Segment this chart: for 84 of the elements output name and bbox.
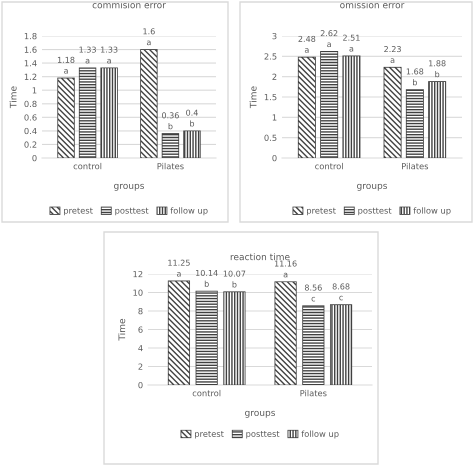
data-label: 10.14 b: [196, 270, 218, 287]
data-label: 1.33 a: [79, 46, 96, 64]
y-tick-label: 0.2: [24, 141, 36, 148]
data-label: 8.68 c: [332, 283, 350, 300]
chart-title: omission error: [340, 1, 404, 8]
legend-label: posttest: [246, 430, 280, 439]
data-label: 2.51 a: [343, 34, 360, 52]
y-tick-label: 2: [138, 363, 142, 370]
x-axis-title: groups: [245, 410, 276, 418]
bar: [57, 78, 75, 158]
bar: [302, 305, 324, 385]
bar: [168, 280, 190, 385]
data-label: 1.88 b: [429, 60, 446, 78]
data-label: 11.25 a: [168, 260, 190, 277]
legend-label: follow up: [301, 430, 339, 439]
y-tick-label: 1.8: [24, 32, 37, 40]
data-label: 2.62 a: [320, 30, 338, 48]
legend-label: pretest: [307, 208, 336, 216]
bar: [100, 67, 118, 158]
y-tick-label: 1: [32, 87, 36, 94]
bar: [78, 67, 96, 158]
x-axis-title: groups: [357, 184, 388, 191]
y-tick-label: 8: [138, 308, 143, 314]
y-tick-label: 2: [272, 74, 276, 80]
data-label: 1.68 b: [406, 68, 424, 86]
data-label: 11.16 a: [274, 260, 297, 278]
y-tick-label: 0: [32, 154, 37, 162]
y-tick-label: 10: [133, 289, 143, 296]
y-axis-title: Time: [118, 318, 126, 341]
bar: [162, 133, 180, 158]
chart-title: reaction time: [230, 253, 290, 260]
x-tick-label: Pilates: [300, 390, 327, 396]
y-tick-label: 1.5: [264, 94, 276, 100]
bar: [298, 56, 316, 158]
data-label: 1.33 a: [101, 46, 118, 64]
data-label: 0.4 b: [186, 110, 198, 127]
bar: [223, 291, 246, 385]
bar: [274, 281, 297, 385]
bar: [342, 56, 360, 158]
data-label: 8.56 c: [304, 284, 322, 302]
legend-label: follow up: [413, 207, 451, 216]
bar: [406, 89, 424, 158]
y-axis-title: Time: [250, 86, 257, 108]
legend-label: posttest: [358, 208, 392, 216]
x-tick-label: control: [315, 162, 343, 170]
y-tick-label: 4: [138, 345, 143, 352]
x-tick-label: Pilates: [158, 162, 184, 170]
y-tick-label: 0.8: [24, 100, 37, 108]
legend-label: pretest: [64, 208, 93, 216]
bar: [140, 49, 158, 158]
y-tick-label: 0.6: [24, 114, 37, 121]
legend-label: pretest: [195, 430, 224, 439]
y-tick-label: 12: [133, 270, 142, 278]
data-label: 0.36 b: [162, 112, 179, 130]
bar: [196, 290, 218, 385]
x-axis-title: groups: [114, 184, 144, 191]
data-label: 10.07 b: [224, 270, 246, 288]
y-tick-label: 0: [138, 382, 143, 388]
bar: [428, 81, 446, 158]
x-tick-label: control: [192, 390, 220, 396]
x-tick-label: control: [74, 162, 102, 170]
data-label: 1.18 a: [58, 56, 74, 74]
y-tick-label: 6: [138, 326, 143, 333]
data-label: 2.48 a: [298, 36, 316, 53]
y-tick-label: 1.4: [24, 60, 37, 66]
y-tick-label: 3: [272, 32, 276, 40]
data-label: 2.23 a: [384, 46, 401, 63]
bar: [183, 130, 201, 158]
y-tick-label: 0.4: [24, 128, 37, 134]
y-tick-label: 1.6: [24, 46, 37, 53]
y-tick-label: 1: [272, 114, 276, 120]
y-axis-title: Time: [10, 86, 17, 108]
bar: [330, 304, 352, 385]
legend-label: follow up: [170, 207, 208, 216]
legend-label: posttest: [115, 208, 148, 216]
chart-title: commision error: [92, 1, 166, 8]
x-tick-label: Pilates: [402, 162, 428, 170]
bar: [320, 51, 338, 158]
y-tick-label: 0.5: [264, 134, 276, 141]
y-tick-label: 1.2: [24, 74, 36, 80]
bar: [384, 66, 402, 158]
y-tick-label: 0: [272, 154, 277, 162]
y-tick-label: 2.5: [264, 53, 276, 60]
data-label: 1.6 a: [143, 28, 155, 46]
